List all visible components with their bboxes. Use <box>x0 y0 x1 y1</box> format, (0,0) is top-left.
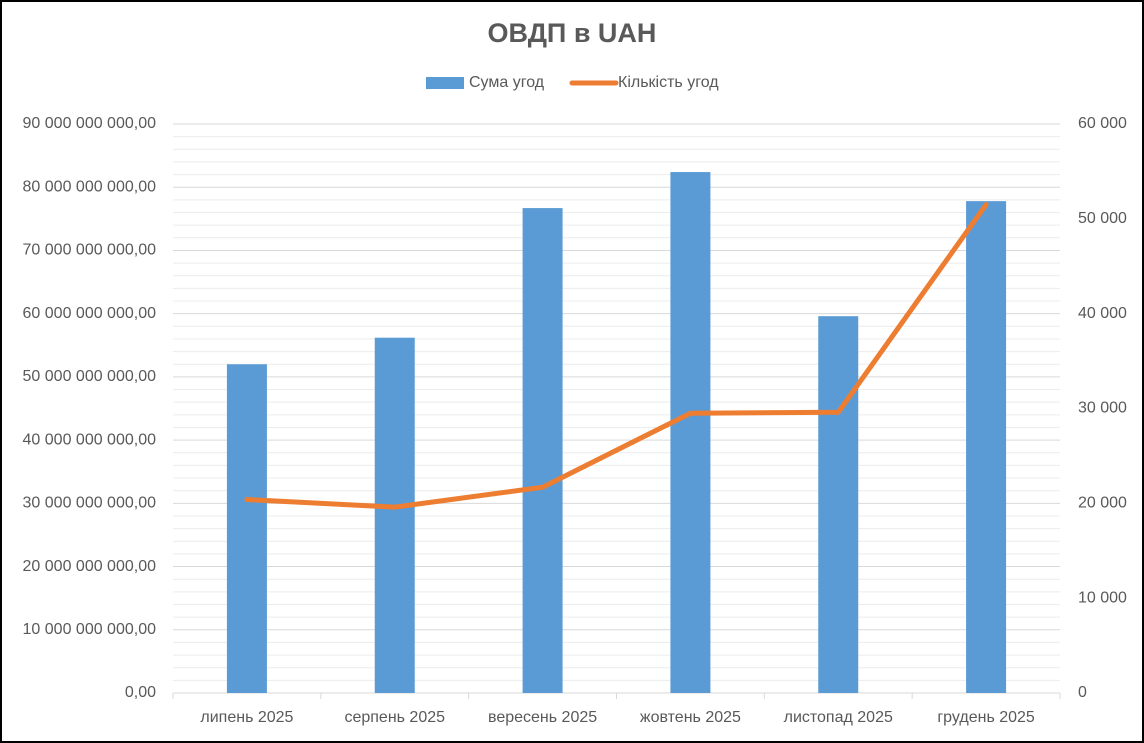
line <box>244 202 989 510</box>
y-tick-label: 80 000 000 000,00 <box>23 178 157 195</box>
bar <box>966 201 1007 693</box>
y-tick-label: 30 000 000 000,00 <box>23 495 157 512</box>
bar <box>670 172 711 693</box>
y2-tick-label: 60 000 <box>1078 115 1127 132</box>
legend-label: Сума угод <box>469 74 545 91</box>
legend-label: Кількість угод <box>618 74 719 91</box>
y2-tick-label: 50 000 <box>1078 210 1127 227</box>
legend-swatch <box>426 77 464 89</box>
grid <box>172 123 1061 699</box>
marks <box>226 172 1007 693</box>
y2-tick-label: 0 <box>1078 684 1087 701</box>
y-tick-label: 60 000 000 000,00 <box>23 305 157 322</box>
x-tick-label: листопад 2025 <box>784 709 893 726</box>
bar <box>522 208 563 693</box>
y-tick-label: 90 000 000 000,00 <box>23 115 157 132</box>
x-tick-label: вересень 2025 <box>488 709 597 726</box>
y-tick-label: 50 000 000 000,00 <box>23 368 157 385</box>
x-tick-label: серпень 2025 <box>344 709 445 726</box>
y-tick-label: 70 000 000 000,00 <box>23 242 157 259</box>
x-tick-label: липень 2025 <box>200 709 293 726</box>
y2-tick-label: 20 000 <box>1078 495 1127 512</box>
y-tick-label: 10 000 000 000,00 <box>23 621 157 638</box>
x-tick-label: грудень 2025 <box>937 709 1035 726</box>
chart-title: ОВДП в UAH <box>488 18 657 48</box>
y-tick-label: 20 000 000 000,00 <box>23 558 157 575</box>
y2-tick-label: 10 000 <box>1078 589 1127 606</box>
y2-tick-label: 30 000 <box>1078 400 1127 417</box>
x-tick-label: жовтень 2025 <box>640 709 741 726</box>
y-tick-label: 0,00 <box>125 684 156 701</box>
bar <box>818 316 859 693</box>
y2-tick-label: 40 000 <box>1078 305 1127 322</box>
bar <box>226 364 267 693</box>
bar <box>374 337 415 693</box>
y-tick-label: 40 000 000 000,00 <box>23 431 157 448</box>
